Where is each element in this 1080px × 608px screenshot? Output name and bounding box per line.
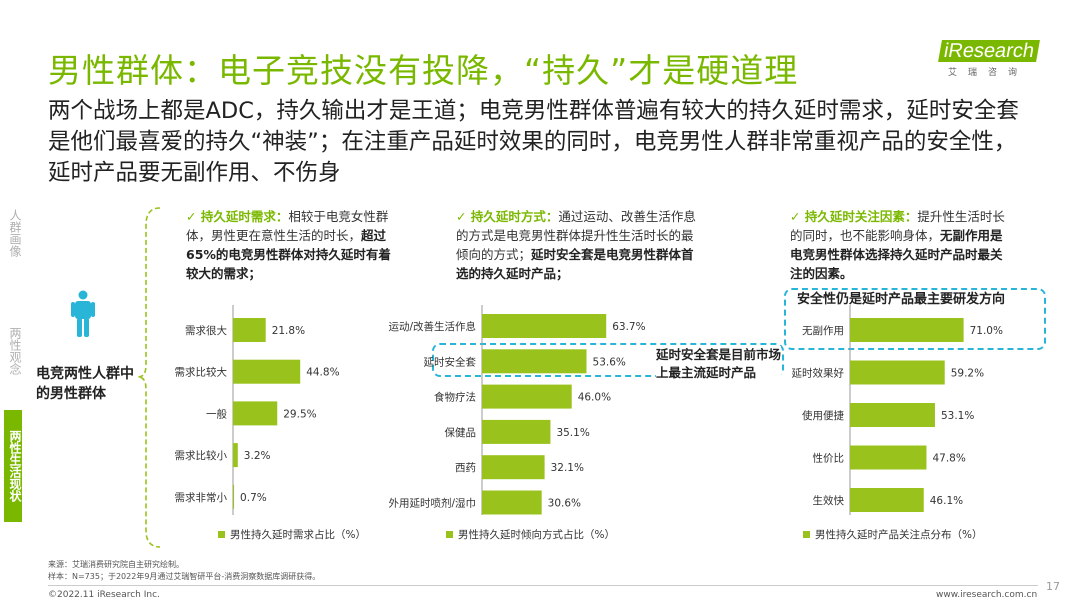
panel-3-text: 提升性生活时长的同时，也不能影响身体，	[790, 209, 1005, 243]
safety-callout: 安全性仍是延时产品最主要研发方向	[797, 292, 1006, 307]
footer-divider	[48, 585, 1038, 586]
iresearch-logo: iResearch 艾瑞咨询	[938, 40, 1040, 86]
chart-1-value-label: 29.5%	[283, 408, 316, 420]
chart-2-value-label: 46.0%	[578, 392, 611, 404]
chart-3-category-label: 使用便捷	[802, 409, 844, 422]
chart-3-legend-label: 男性持久延时产品关注点分布（%）	[815, 528, 982, 541]
panel-2-bold: 延时安全套是电竞男性群体首选的持久延时产品；	[456, 247, 694, 281]
chart-3-value-label: 53.1%	[941, 410, 974, 422]
source-note: 来源：艾瑞消费研究院自主研究绘制。	[48, 560, 184, 569]
panel-2-text: 通过运动、改善生活作息的方式是电竞男性群体提升性生活时长的最倾向的方式；	[456, 209, 696, 262]
chart-3-bar	[850, 488, 924, 512]
chart-1-value-label: 21.8%	[272, 325, 305, 337]
chart-2-legend-label: 男性持久延时倾向方式占比（%）	[458, 528, 615, 541]
chart-2-category-label: 延时安全套	[424, 355, 477, 368]
chart-3-legend-swatch	[803, 531, 810, 538]
chart-1-bar	[233, 318, 266, 342]
panel-3-bold: 无副作用是电竞男性群体选择持久延时产品时最关注的因素。	[790, 228, 1003, 281]
panel-2-description: ✓ 持久延时方式：通过运动、改善生活作息的方式是电竞男性群体提升性生活时长的最倾…	[456, 207, 696, 283]
chart-2-category-label: 保健品	[445, 426, 477, 439]
chart-1-category-label: 需求很大	[185, 324, 227, 337]
chart-1-legend-swatch	[218, 531, 225, 538]
chart-2-category-label: 食物疗法	[434, 391, 476, 404]
chart-1-category-label: 需求比较大	[175, 366, 228, 379]
chart-2-bar	[482, 349, 587, 374]
chart-3-bar	[850, 403, 935, 427]
safety-highlight-box	[784, 288, 1046, 350]
group-bracket	[137, 207, 161, 548]
chart-2-value-label: 53.6%	[593, 356, 626, 368]
condom-highlight-box	[432, 343, 784, 377]
chart-3-value-label: 71.0%	[970, 325, 1003, 337]
chart-2-bar	[482, 419, 551, 444]
page-subtitle: 两个战场上都是ADC，持久输出才是王道；电竞男性群体普遍有较大的持久延时需求，延…	[48, 98, 1019, 186]
chart-2-value-label: 30.6%	[548, 498, 581, 510]
chart-2-bar	[482, 384, 572, 409]
chart-2-category-label: 运动/改善生活作息	[388, 320, 476, 333]
chart-3-value-label: 47.8%	[932, 453, 965, 465]
logo-cn: 艾瑞咨询	[948, 68, 1029, 78]
chart-1-value-label: 0.7%	[240, 492, 267, 504]
website: www.iresearch.com.cn	[936, 590, 1038, 600]
sidebar-item-life-status[interactable]: 两性生活现状	[4, 410, 22, 522]
panel-1-text: 相较于电竞女性群体，男性更在意性生活的时长，	[186, 209, 389, 243]
chart-1-category-label: 需求比较小	[175, 449, 228, 462]
chart-2-bar	[482, 490, 542, 515]
male-figure-icon	[71, 290, 95, 337]
chart-3-value-label: 46.1%	[930, 495, 963, 507]
chart-1-legend-label: 男性持久延时需求占比（%）	[230, 528, 366, 541]
chart-3-category-label: 延时效果好	[792, 367, 845, 380]
chart-1-category-label: 一般	[206, 407, 227, 420]
chart-1-bar	[233, 401, 278, 426]
copyright: ©2022.11 iResearch Inc.	[48, 590, 160, 600]
panel-3-head: ✓ 持久延时关注因素：	[790, 209, 918, 224]
condom-callout: 延时安全套是目前市场上最主流延时产品	[656, 346, 782, 382]
sample-note: 样本：N=735；于2022年9月通过艾瑞智研平台-消费洞察数据库调研获得。	[48, 572, 321, 581]
page-number: 17	[1046, 580, 1060, 593]
panel-1-bold: 超过65%的电竞男性群体对持久延时有着较大的需求；	[186, 228, 391, 281]
chart-2-bar	[482, 314, 607, 338]
panel-3-description: ✓ 持久延时关注因素：提升性生活时长的同时，也不能影响身体，无副作用是电竞男性群…	[790, 207, 1010, 283]
chart-2-bar	[482, 455, 545, 480]
chart-1-category-label: 需求非常小	[175, 491, 228, 504]
sidebar-item-persona[interactable]: 人群画像	[8, 209, 22, 257]
chart-2-value-label: 35.1%	[556, 427, 589, 439]
chart-1-value-label: 44.8%	[306, 367, 339, 379]
panel-1-head: ✓ 持久延时需求：	[186, 209, 289, 224]
chart-3-bar	[850, 360, 945, 385]
chart-1-bar	[233, 359, 301, 384]
chart-3-category-label: 性价比	[813, 452, 845, 465]
chart-1-bar	[233, 484, 235, 509]
chart-3-bar	[850, 318, 964, 342]
group-label: 电竞两性人群中的男性群体	[36, 366, 134, 402]
chart-3-category-label: 生效快	[813, 494, 845, 507]
chart-2-value-label: 32.1%	[551, 462, 584, 474]
panel-1-description: ✓ 持久延时需求：相较于电竞女性群体，男性更在意性生活的时长，超过65%的电竞男…	[186, 207, 396, 283]
chart-2-value-label: 63.7%	[612, 321, 645, 333]
panel-2-head: ✓ 持久延时方式：	[456, 209, 559, 224]
chart-3-category-label: 无副作用	[802, 325, 844, 337]
chart-3-value-label: 59.2%	[951, 368, 984, 380]
chart-2-category-label: 外用延时喷剂/湿巾	[388, 497, 476, 510]
chart-2-category-label: 西药	[455, 462, 476, 474]
chart-1-bar	[233, 443, 238, 468]
chart-2-legend-swatch	[446, 531, 453, 538]
page-title: 男性群体：电子竞技没有投降，“持久”才是硬道理	[48, 51, 799, 90]
chart-1-value-label: 3.2%	[244, 450, 271, 462]
chart-3-bar	[850, 445, 927, 470]
sidebar-item-concept[interactable]: 两性观念	[8, 327, 22, 375]
